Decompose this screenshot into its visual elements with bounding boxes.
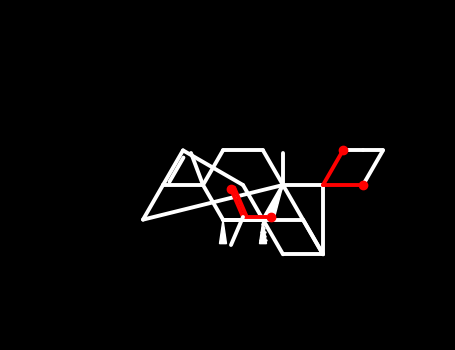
Polygon shape <box>219 220 227 244</box>
Polygon shape <box>259 220 267 244</box>
Polygon shape <box>268 185 283 218</box>
